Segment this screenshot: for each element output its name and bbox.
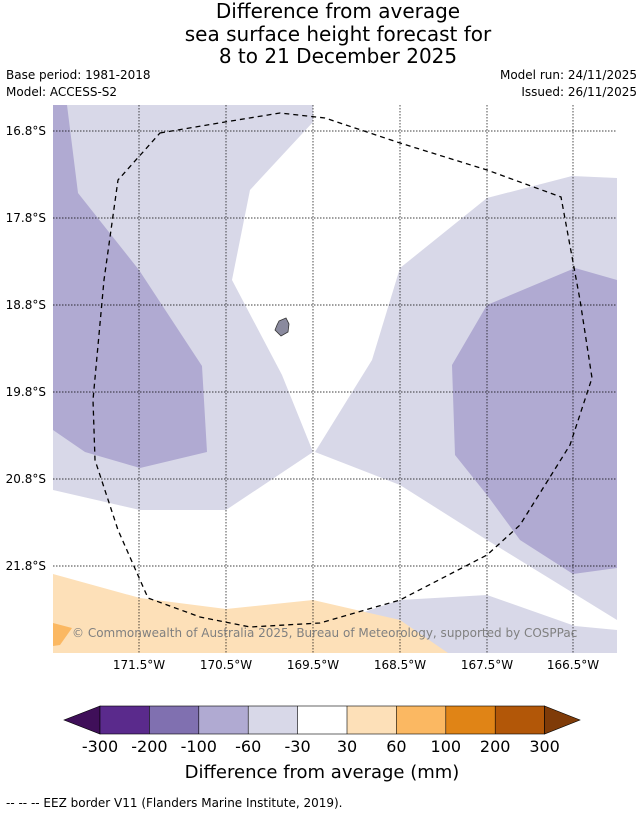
lat-label: 21.8°S — [6, 559, 46, 573]
colorbar-tick-label: -60 — [235, 737, 261, 756]
colorbar-swatch — [495, 706, 545, 734]
colorbar-tick-label: 200 — [480, 737, 511, 756]
colorbar-tick-label: 100 — [431, 737, 462, 756]
lon-label: 166.5°W — [547, 658, 599, 672]
anomaly-region-medium-east — [452, 268, 617, 574]
longitude-labels: 171.5°W 170.5°W 169.5°W 168.5°W 167.5°W … — [113, 658, 599, 672]
map-title: Difference from average sea surface heig… — [0, 0, 644, 68]
map-panel: © Commonwealth of Australia 2025, Bureau… — [53, 105, 617, 653]
lat-label: 16.8°S — [6, 124, 46, 138]
colorbar-extend-low — [63, 705, 101, 735]
meta-left: Base period: 1981-2018 Model: ACCESS-S2 — [6, 67, 151, 101]
lon-label: 167.5°W — [461, 658, 513, 672]
colorbar-tick-label: 60 — [386, 737, 406, 756]
title-line-1: Difference from average — [215, 0, 461, 23]
colorbar-swatch — [149, 706, 199, 734]
colorbar-tick-label: -300 — [82, 737, 118, 756]
colorbar-swatch — [297, 706, 347, 734]
eez-border — [92, 112, 593, 628]
meta-right: Model run: 24/11/2025 Issued: 26/11/2025 — [500, 67, 637, 101]
latitude-labels: 16.8°S 17.8°S 18.8°S 19.8°S 20.8°S 21.8°… — [6, 124, 46, 573]
colorbar-swatch — [347, 706, 397, 734]
colorbar-swatch — [445, 706, 496, 734]
lat-label: 17.8°S — [6, 211, 46, 225]
colorbar-tick-label: -30 — [285, 737, 311, 756]
island-land — [274, 317, 290, 337]
colorbar-swatch — [396, 706, 446, 734]
issued-date: Issued: 26/11/2025 — [521, 85, 637, 99]
lon-label: 169.5°W — [287, 658, 339, 672]
lat-label: 18.8°S — [6, 298, 46, 312]
colorbar-tick-label: -100 — [181, 737, 217, 756]
model-name: Model: ACCESS-S2 — [6, 85, 118, 99]
copyright-notice: © Commonwealth of Australia 2025, Bureau… — [72, 626, 577, 640]
colorbar-tick-label: 300 — [529, 737, 560, 756]
base-period: Base period: 1981-2018 — [6, 68, 151, 82]
eez-footnote: -- -- -- EEZ border V11 (Flanders Marine… — [6, 796, 343, 810]
colorbar-dividers — [149, 706, 496, 734]
colorbar-title: Difference from average (mm) — [185, 762, 460, 783]
lat-label: 20.8°S — [6, 472, 46, 486]
colorbar-tick-label: 30 — [337, 737, 357, 756]
colorbar-outline — [99, 705, 545, 735]
anomaly-region-medium-west — [53, 105, 207, 468]
anomaly-region-positive-corner — [53, 623, 72, 646]
colorbar: -300 -200 -100 -60 -30 30 60 100 200 300… — [63, 705, 581, 783]
colorbar-swatch — [100, 706, 150, 734]
anomaly-region-positive-south — [53, 574, 448, 653]
lon-label: 171.5°W — [113, 658, 165, 672]
title-line-2: sea surface height forecast for — [184, 21, 492, 46]
model-run: Model run: 24/11/2025 — [499, 68, 637, 82]
lon-label: 170.5°W — [200, 658, 252, 672]
colorbar-swatch — [198, 706, 249, 734]
title-line-3: 8 to 21 December 2025 — [218, 44, 458, 68]
graticule — [53, 105, 617, 653]
lon-label: 168.5°W — [374, 658, 426, 672]
lat-label: 19.8°S — [6, 385, 46, 399]
colorbar-extend-high — [544, 705, 581, 735]
colorbar-tick-label: -200 — [131, 737, 167, 756]
colorbar-swatch — [248, 706, 298, 734]
